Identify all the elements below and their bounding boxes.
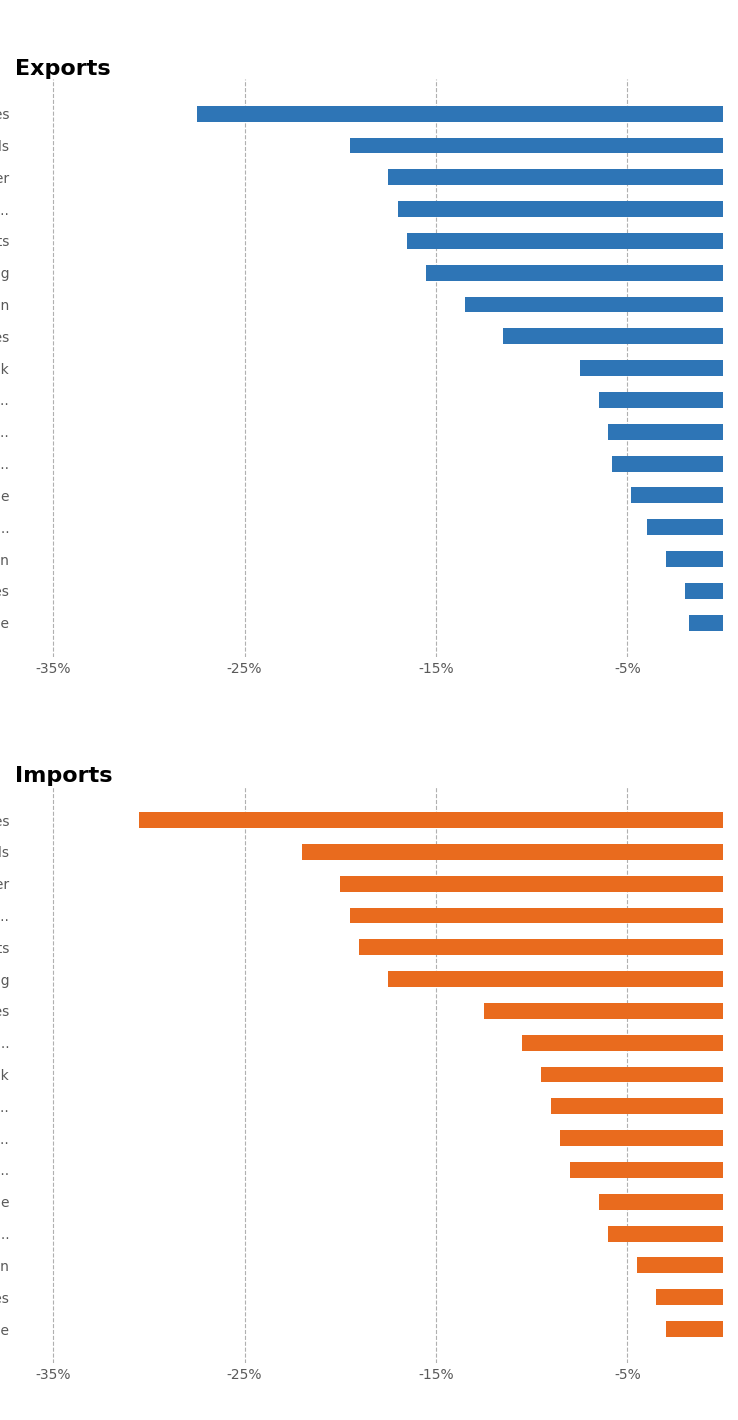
- Bar: [388, 971, 723, 987]
- Bar: [542, 1066, 723, 1082]
- Bar: [302, 843, 723, 859]
- Bar: [484, 1003, 723, 1018]
- Bar: [139, 812, 723, 828]
- Bar: [599, 1194, 723, 1210]
- Bar: [599, 392, 723, 408]
- Bar: [666, 1321, 723, 1338]
- Text: Imports: Imports: [15, 765, 112, 785]
- Bar: [685, 582, 723, 599]
- Bar: [613, 456, 723, 471]
- Bar: [340, 876, 723, 892]
- Bar: [523, 1035, 723, 1051]
- Bar: [631, 487, 723, 503]
- Bar: [646, 520, 723, 535]
- Bar: [388, 169, 723, 185]
- Bar: [689, 615, 723, 630]
- Bar: [350, 907, 723, 923]
- Bar: [407, 233, 723, 248]
- Bar: [570, 1162, 723, 1179]
- Text: Exports: Exports: [15, 60, 111, 80]
- Bar: [398, 202, 723, 217]
- Bar: [608, 1225, 723, 1241]
- Bar: [637, 1258, 723, 1274]
- Bar: [196, 105, 723, 122]
- Bar: [427, 264, 723, 281]
- Bar: [465, 297, 723, 312]
- Bar: [608, 423, 723, 440]
- Bar: [656, 1289, 723, 1305]
- Bar: [579, 361, 723, 376]
- Bar: [560, 1130, 723, 1146]
- Bar: [666, 551, 723, 567]
- Bar: [551, 1098, 723, 1115]
- Bar: [503, 328, 723, 344]
- Bar: [359, 939, 723, 956]
- Bar: [350, 138, 723, 153]
